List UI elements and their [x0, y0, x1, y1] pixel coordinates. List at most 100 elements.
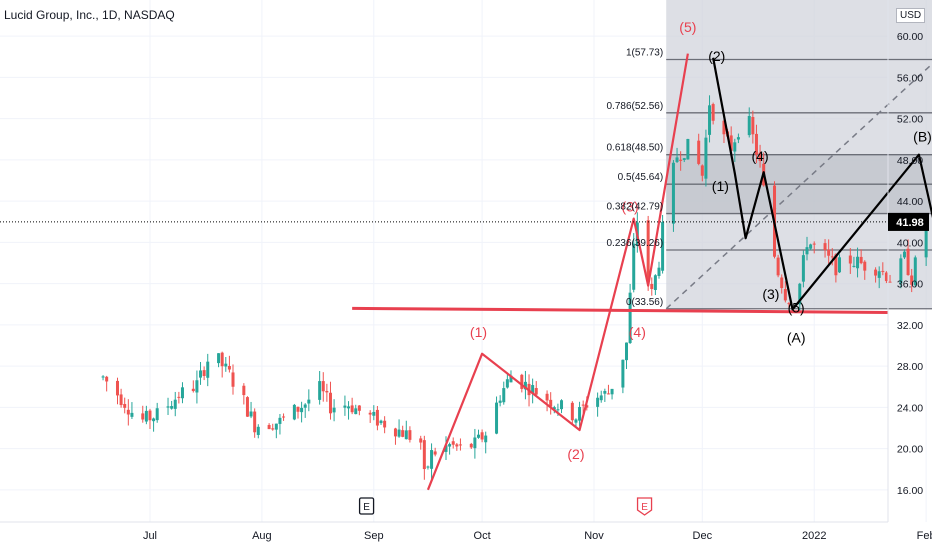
candle-body: [556, 409, 560, 411]
candle-body: [166, 406, 170, 408]
price-tick-label: 44.00: [897, 196, 923, 208]
candle-body: [300, 407, 304, 413]
candle-body: [296, 406, 300, 412]
candle-body: [863, 261, 867, 271]
candle-body: [585, 405, 589, 408]
price-tick-label: 36.00: [897, 279, 923, 291]
candle-body: [881, 270, 885, 272]
candle-body: [195, 380, 199, 393]
last-price-tag: 41.98: [888, 212, 929, 231]
chart-title: Lucid Group, Inc., 1D, NASDAQ: [4, 8, 175, 22]
candle-body: [393, 428, 397, 437]
candle-body: [578, 407, 582, 421]
candle-body: [751, 116, 755, 135]
candle-body: [711, 104, 715, 121]
candle-body: [502, 388, 506, 403]
candle-body: [170, 406, 174, 409]
candle-body: [906, 248, 910, 276]
candle-body: [469, 443, 473, 448]
wave-label: (B): [913, 128, 932, 144]
support-line[interactable]: [352, 306, 889, 314]
candle-body: [837, 257, 841, 273]
price-tick-label: 60.00: [897, 31, 923, 43]
fib-level-label: 1(57.73): [626, 48, 663, 59]
fib-level-label: 0.236(39.26): [606, 238, 663, 249]
candle-body: [278, 417, 282, 424]
candle-body: [220, 352, 224, 367]
candle-body: [321, 381, 325, 392]
candle-body: [422, 440, 426, 470]
candle-body: [141, 413, 145, 420]
candle-body: [856, 256, 860, 269]
candle-body: [874, 269, 878, 276]
candle-body: [596, 397, 600, 407]
candle-body: [383, 420, 387, 428]
red-impulse-wave[interactable]: [426, 53, 689, 491]
candle-body: [404, 430, 408, 440]
candle-body: [191, 388, 195, 392]
candle-body: [574, 419, 578, 423]
candle-body: [253, 411, 257, 433]
earnings-marker[interactable]: E: [358, 497, 375, 515]
time-tick-label: Feb: [917, 530, 932, 542]
candle-body: [809, 244, 813, 249]
candle-body: [646, 220, 650, 282]
price-axis[interactable]: 16.00 20.00 24.00 28.00 32.00 36.00 40.00 44.00…: [887, 0, 923, 522]
candle-body: [621, 359, 625, 388]
candle-body: [657, 267, 661, 276]
wave-label: (4): [629, 324, 646, 340]
time-tick-label: Nov: [584, 530, 604, 542]
candle-body: [509, 375, 513, 383]
fib-level-label: 0.786(52.56): [606, 101, 663, 112]
last-price-tag-bg: [888, 212, 929, 231]
candle-body: [426, 466, 430, 468]
candle-body: [697, 140, 701, 164]
candle-body: [610, 388, 614, 395]
candle-body: [119, 394, 123, 406]
candle-body: [451, 441, 455, 445]
candle-body: [303, 404, 307, 408]
wave-label: (2): [567, 446, 584, 462]
price-tick-label: 48.00: [897, 155, 923, 167]
time-tick-label: Dec: [693, 530, 713, 542]
currency-badge[interactable]: USD: [896, 8, 926, 23]
candle-body: [202, 370, 206, 377]
wave-labels: (1)(2)(3)(4)(5)(1)(2)(3)(4)(5)(A)(B)(C): [470, 19, 932, 462]
earnings-marker[interactable]: E: [636, 497, 653, 516]
price-tick-label: 52.00: [897, 114, 923, 126]
wave-label: (1): [712, 178, 729, 194]
time-axis[interactable]: Jul Aug Sep Oct Nov Dec 2022 Feb: [0, 521, 932, 542]
candle-body: [206, 361, 210, 378]
fib-lines: [666, 58, 932, 310]
candle-body: [830, 256, 834, 258]
wave-label: (5): [788, 299, 805, 315]
time-tick-label: 2022: [802, 530, 826, 542]
candle-body: [227, 365, 231, 370]
candle-body: [733, 142, 737, 152]
candle-body: [332, 407, 336, 413]
candle-body: [848, 255, 852, 264]
fib-level-label: 0.618(48.50): [606, 143, 663, 154]
candle-body: [498, 400, 502, 403]
candle-body: [534, 388, 538, 395]
candle-body: [231, 372, 235, 387]
candle-body: [242, 385, 246, 396]
black-corrective-wave[interactable]: [712, 57, 932, 461]
candle-body: [884, 272, 888, 282]
candle-body: [292, 404, 296, 420]
candle-body: [902, 251, 906, 258]
candle-body: [776, 257, 780, 276]
candle-body: [476, 434, 480, 438]
candle-body: [495, 402, 499, 434]
price-tick-label: 32.00: [897, 320, 923, 332]
candle-body: [560, 400, 564, 410]
candle-body: [827, 249, 831, 256]
earnings-marker-label: E: [363, 502, 370, 513]
candle-body: [650, 283, 654, 290]
candle-body: [217, 353, 221, 364]
candle-body: [115, 380, 119, 396]
wave-lines[interactable]: [426, 53, 932, 491]
candle-body: [708, 105, 712, 135]
